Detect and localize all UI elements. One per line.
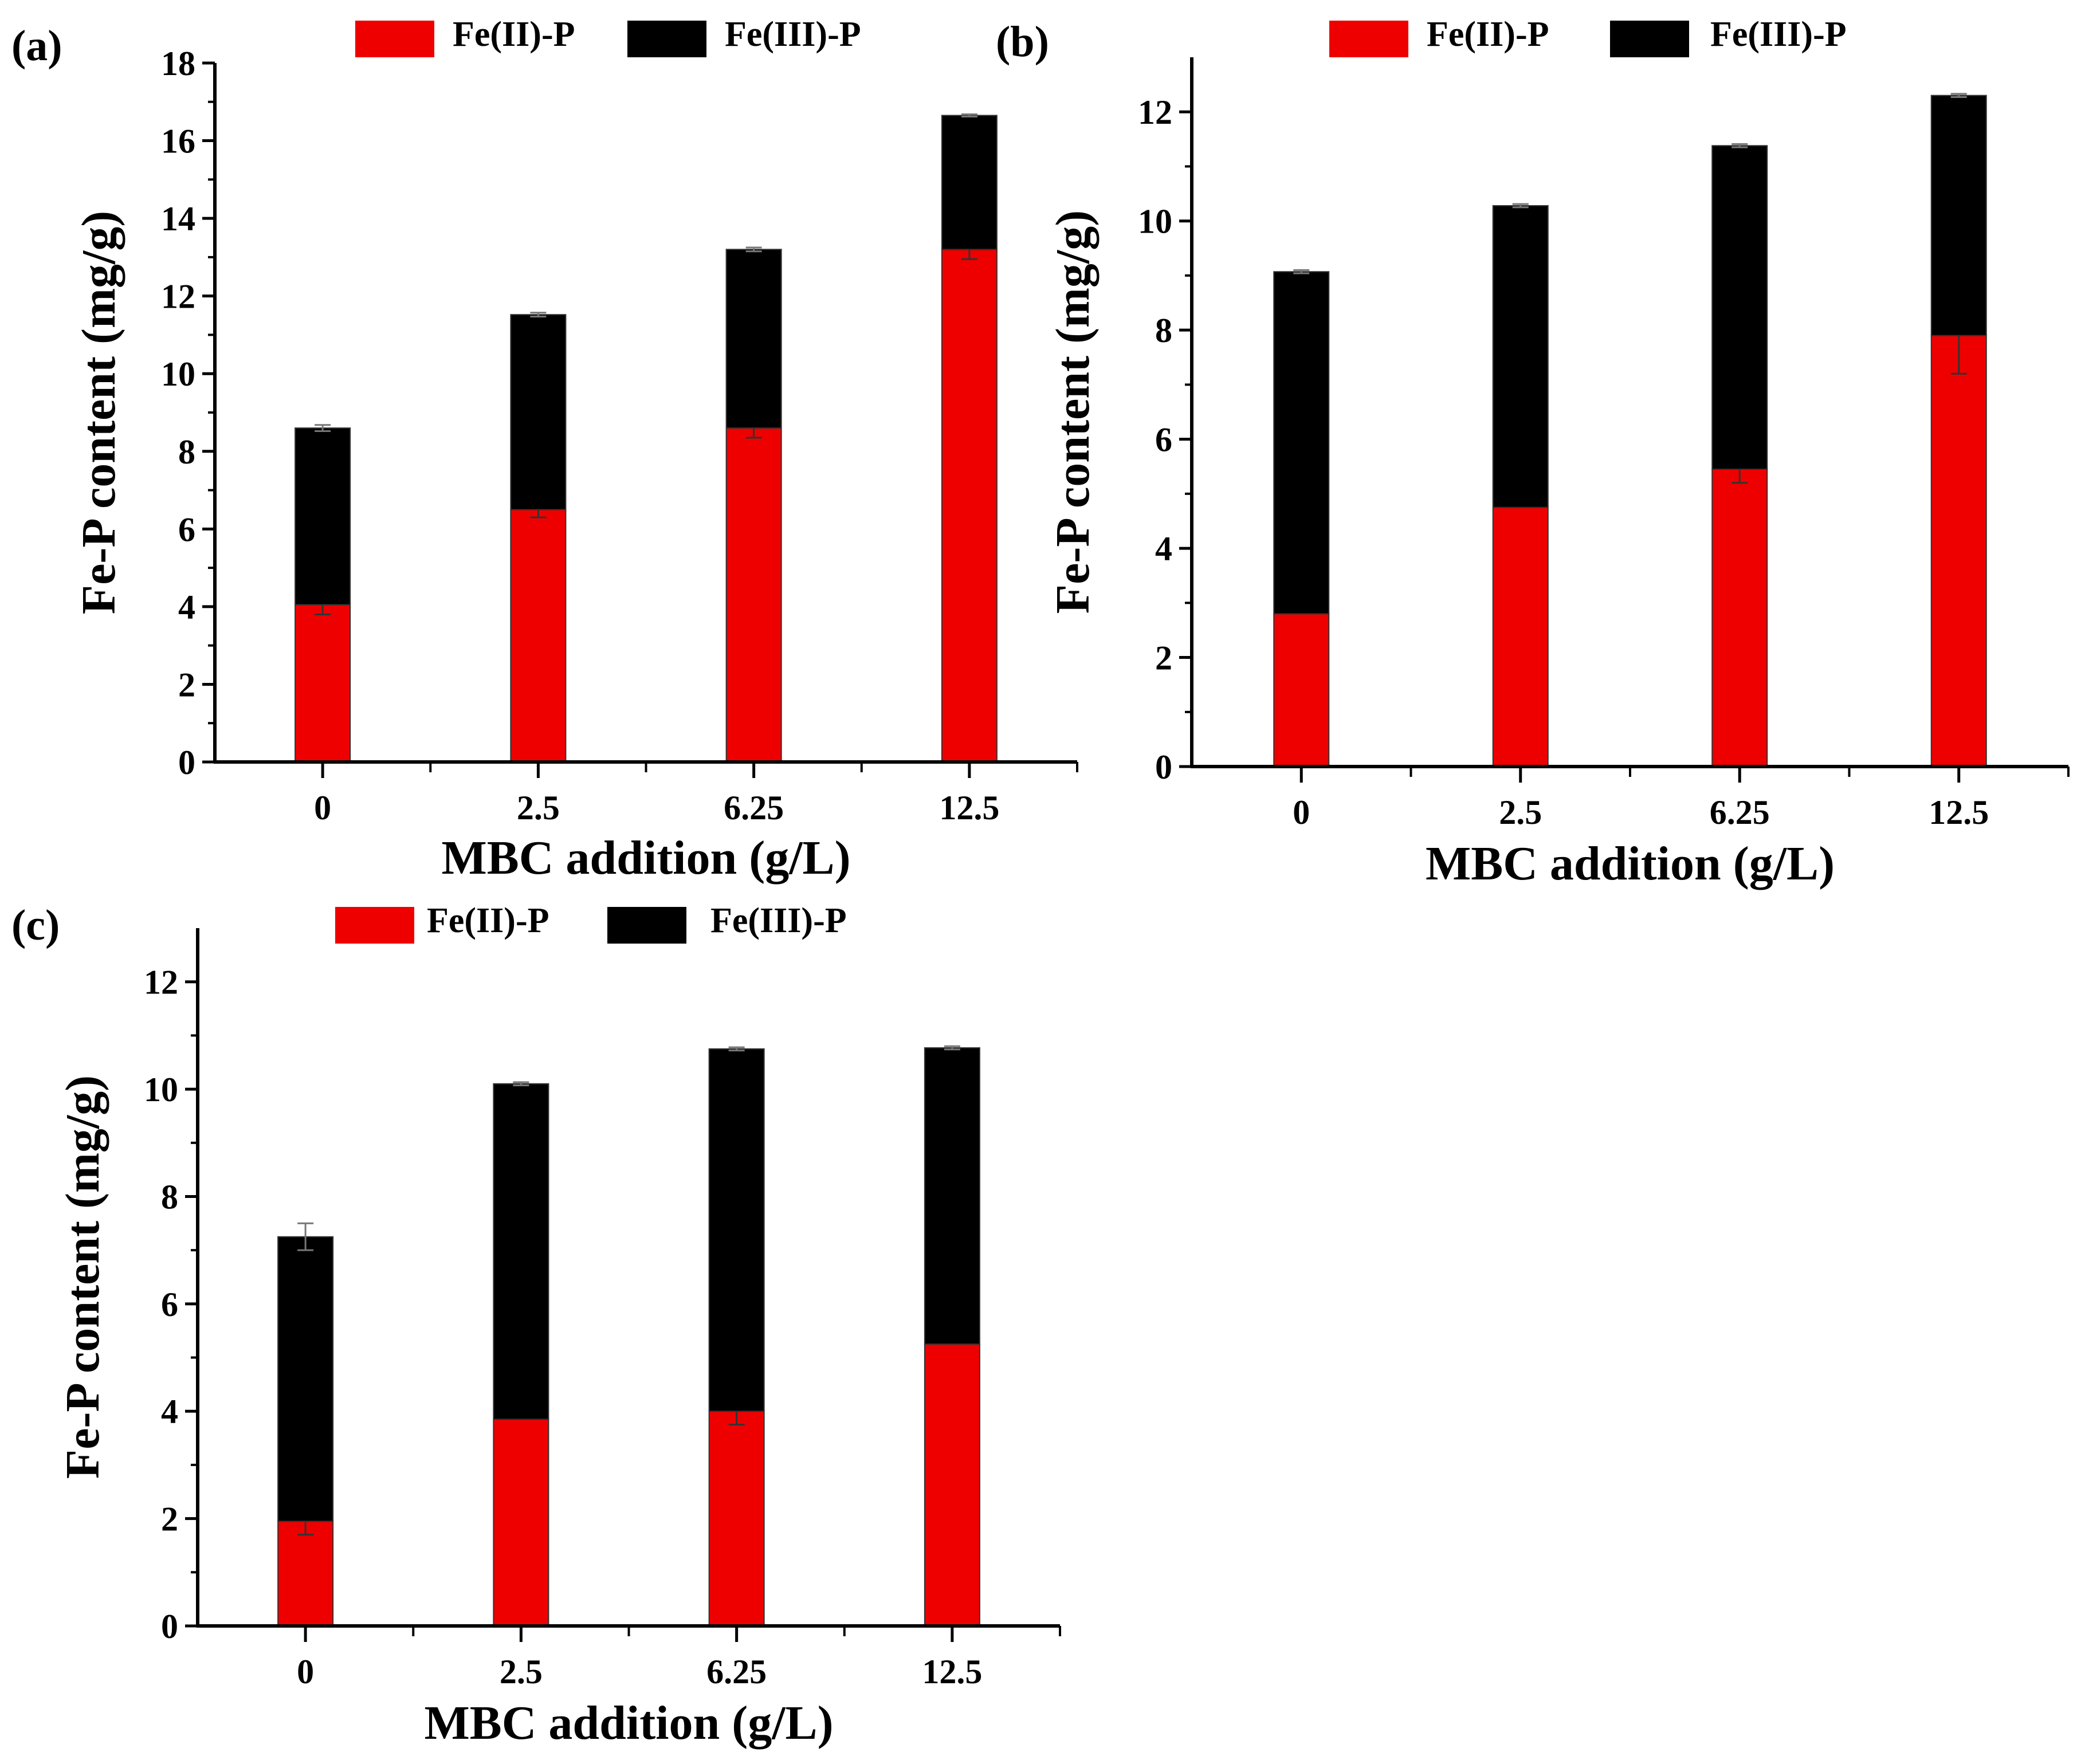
- legend-swatch-fe2: [1329, 21, 1408, 57]
- y-tick-label: 6: [161, 1286, 178, 1323]
- bar-fe2-0: [295, 604, 351, 763]
- y-tick-label: 10: [144, 1071, 178, 1109]
- legend-label-fe3: Fe(III)-P: [710, 901, 847, 940]
- y-tick-label: 2: [1155, 639, 1172, 677]
- error-bar-fe3-0: [315, 424, 331, 433]
- legend-label-fe2: Fe(II)-P: [1427, 15, 1549, 54]
- y-tick-label: 8: [178, 433, 195, 471]
- bar-fe2-0: [277, 1521, 334, 1627]
- bar-fe3-0: [277, 1236, 334, 1522]
- y-axis-title: Fe-P content (mg/g): [56, 1075, 109, 1479]
- y-tick-label: 12: [161, 278, 195, 316]
- y-tick-label: 18: [161, 45, 195, 82]
- x-tick-label: 2.5: [517, 789, 560, 827]
- x-tick-label: 12.5: [939, 789, 999, 827]
- x-tick-label: 0: [297, 1653, 314, 1691]
- legend-swatch-fe2: [355, 21, 434, 57]
- y-tick-label: 8: [161, 1178, 178, 1216]
- error-bar-fe3-6.25: [745, 246, 762, 253]
- y-tick-label: 10: [1138, 203, 1172, 241]
- bar-fe3-0: [295, 427, 351, 606]
- bar-fe3-6.25: [1711, 145, 1768, 470]
- chart-panel-3: (c) Fe(II)-P Fe(III)-P 0 2 4 6 8 10 12 0 2.5 6.25 12.…: [11, 901, 1061, 1750]
- y-tick-label: 2: [178, 666, 195, 704]
- legend-label-fe2: Fe(II)-P: [427, 901, 549, 940]
- bar-fe2-2.5: [510, 509, 567, 763]
- y-tick-label: 6: [1155, 421, 1172, 459]
- x-tick-label: 2.5: [1499, 793, 1542, 831]
- bar-fe2-2.5: [493, 1419, 549, 1627]
- y-tick-label: 8: [1155, 312, 1172, 349]
- legend-swatch-fe2: [335, 907, 414, 944]
- bar-fe3-12.5: [941, 115, 998, 250]
- error-bar-fe3-2.5: [530, 312, 547, 318]
- legend-swatch-fe3: [627, 21, 706, 57]
- y-tick-label: 12: [1138, 93, 1172, 131]
- x-tick-label: 6.25: [706, 1653, 767, 1691]
- y-tick-label: 4: [1155, 530, 1172, 568]
- bar-fe2-2.5: [1492, 506, 1549, 768]
- x-axis-title: MBC addition (g/L): [424, 1696, 833, 1750]
- legend-swatch-fe3: [607, 907, 686, 944]
- x-tick-label: 12.5: [1929, 793, 1989, 831]
- bar-fe2-6.25: [708, 1411, 765, 1627]
- panel-label: (a): [11, 22, 62, 70]
- y-tick-label: 6: [178, 510, 195, 548]
- y-tick-label: 4: [161, 1393, 178, 1431]
- panel-label: (b): [996, 18, 1049, 66]
- x-tick-label: 6.25: [724, 789, 784, 827]
- y-tick-label: 16: [161, 123, 195, 160]
- bar-fe2-6.25: [1711, 468, 1768, 767]
- error-bar-fe3-2.5: [513, 1081, 529, 1087]
- bar-fe2-12.5: [924, 1343, 980, 1627]
- bar-fe3-2.5: [510, 314, 567, 510]
- y-tick-label: 0: [1155, 748, 1172, 786]
- error-bar-fe3-0: [297, 1222, 314, 1251]
- error-bar-fe3-6.25: [1731, 143, 1748, 148]
- bar-fe3-0: [1273, 271, 1330, 615]
- y-tick-label: 12: [144, 964, 178, 1001]
- bar-fe2-12.5: [941, 249, 998, 763]
- legend-label-fe3: Fe(III)-P: [725, 15, 861, 54]
- y-tick-label: 14: [161, 200, 195, 238]
- error-bar-fe3-6.25: [728, 1046, 745, 1052]
- y-tick-label: 4: [178, 588, 195, 626]
- y-axis-title: Fe-P content (mg/g): [1046, 210, 1100, 614]
- legend-swatch-fe3: [1610, 21, 1689, 57]
- chart-panel-1: (a) Fe(II)-P Fe(III)-P 0 2 4 6 8 10 12 14 16 18 0 2.5 6…: [11, 15, 1078, 885]
- x-tick-label: 0: [314, 789, 331, 827]
- error-bar-fe3-2.5: [1512, 203, 1529, 209]
- y-axis-title: Fe-P content (mg/g): [72, 211, 125, 614]
- bar-fe2-6.25: [725, 427, 782, 763]
- panel-label: (c): [11, 901, 60, 949]
- x-tick-label: 2.5: [500, 1653, 543, 1691]
- y-tick-label: 2: [161, 1500, 178, 1538]
- legend-label-fe3: Fe(III)-P: [1710, 15, 1847, 54]
- y-tick-label: 10: [161, 355, 195, 393]
- bar-fe3-12.5: [1930, 95, 1987, 336]
- x-tick-label: 0: [1293, 793, 1310, 831]
- error-bar-fe3-12.5: [1950, 93, 1967, 99]
- legend-label-fe2: Fe(II)-P: [453, 15, 575, 54]
- bar-fe3-2.5: [493, 1083, 549, 1420]
- error-bar-fe3-12.5: [961, 113, 977, 118]
- y-tick-label: 0: [161, 1608, 178, 1645]
- error-bar-fe3-0: [1293, 269, 1310, 274]
- bar-fe3-6.25: [708, 1048, 765, 1412]
- x-axis-title: MBC addition (g/L): [1426, 837, 1835, 890]
- x-tick-label: 12.5: [922, 1653, 982, 1691]
- bar-fe3-6.25: [725, 249, 782, 429]
- error-bar-fe3-12.5: [944, 1045, 960, 1051]
- chart-panel-2: (b) Fe(II)-P Fe(III)-P 0 2 4 6 8 10 12 0 2.5 6.25 12.…: [996, 15, 2070, 890]
- y-tick-label: 0: [178, 744, 195, 781]
- x-tick-label: 6.25: [1710, 793, 1770, 831]
- bar-fe2-0: [1273, 613, 1330, 768]
- bar-fe3-2.5: [1492, 205, 1549, 508]
- bar-fe2-12.5: [1930, 335, 1987, 767]
- x-axis-title: MBC addition (g/L): [441, 831, 850, 885]
- bar-fe3-12.5: [924, 1047, 980, 1345]
